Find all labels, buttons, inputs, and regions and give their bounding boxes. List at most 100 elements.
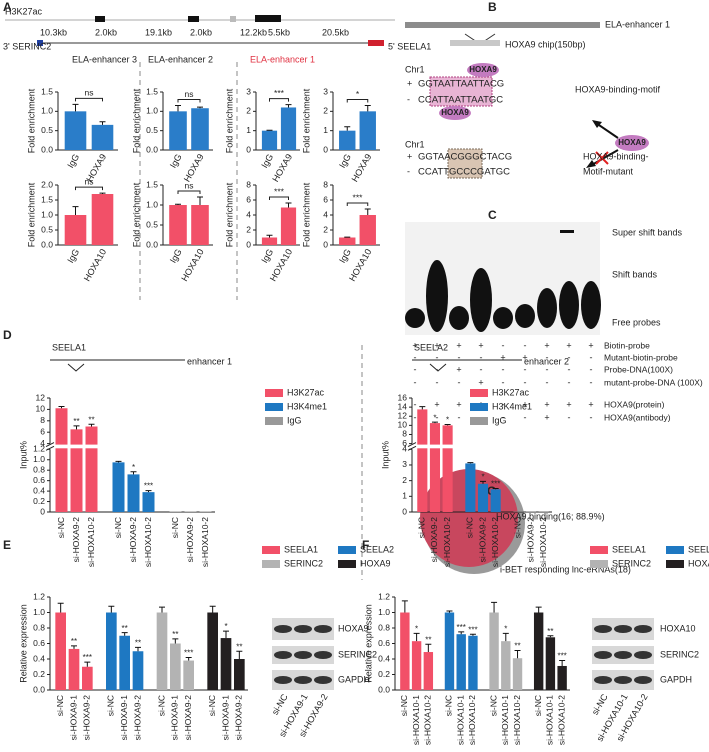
error-bar [159, 606, 165, 613]
significance: *** [468, 625, 477, 634]
error-bar [446, 610, 453, 613]
y-tick-label: 0.5 [146, 125, 158, 135]
region-title: SEELA1 [52, 342, 86, 352]
x-tick-label: si-HOXA9-2 [185, 517, 195, 563]
bar [184, 511, 197, 512]
y-tick-label: 16 [398, 392, 408, 402]
band [405, 308, 425, 328]
sign: - [590, 352, 593, 362]
significance: ** [73, 417, 79, 426]
bar [64, 215, 87, 245]
bar [417, 409, 428, 512]
bar [183, 660, 194, 690]
sign: + [566, 399, 571, 409]
significance: ns [185, 89, 194, 99]
blot-band [634, 651, 652, 659]
significance: ns [185, 180, 194, 190]
y-tick-label: 0.5 [146, 219, 158, 229]
x-tick-label: si-HOXA10-2 [512, 695, 522, 745]
panel-letter: E [3, 538, 11, 552]
legend-swatch [470, 389, 488, 397]
y-tick-label: 1.5 [41, 86, 53, 96]
bar [82, 666, 93, 690]
sign: - [524, 412, 527, 422]
layout [5, 15, 649, 580]
y-tick-label: 0.6 [378, 638, 390, 648]
bracket [177, 99, 201, 103]
blot-band [314, 676, 332, 684]
error-bar [413, 632, 420, 642]
bar [191, 108, 209, 150]
sign: - [546, 352, 549, 362]
error-bar [425, 643, 432, 653]
y-tick-label: 1.0 [33, 454, 45, 464]
significance: ** [172, 630, 178, 639]
significance: * [446, 416, 449, 425]
label: Chr1 [405, 64, 425, 74]
x-tick-label: si-HOXA10-2 [423, 695, 433, 745]
panel-letter: B [488, 0, 497, 14]
y-tick-label: 4 [40, 438, 45, 448]
legend-label: HOXA10 [688, 558, 709, 568]
legend-swatch [265, 389, 283, 397]
protein-label: HOXA9 [441, 108, 469, 117]
legend-swatch [262, 560, 280, 568]
error-bar [145, 490, 152, 493]
bar [359, 111, 376, 150]
bar [169, 205, 187, 245]
sign: - [524, 377, 527, 387]
x-tick-label: IgG [259, 152, 275, 170]
legend-label: SERINC2 [612, 558, 651, 568]
y-tick-label: 1.0 [41, 106, 53, 116]
error-bar [73, 425, 80, 430]
bar [169, 511, 182, 512]
y-tick-label: 3 [402, 459, 407, 469]
band [426, 260, 448, 332]
x-tick-label: IgG [168, 152, 184, 170]
y-tick-label: 1.5 [41, 194, 53, 204]
y-tick-label: 0.8 [378, 622, 390, 632]
y-tick-label: 1 [323, 125, 328, 135]
x-tick-label: si-NC [399, 695, 409, 716]
bracket [269, 196, 289, 200]
x-tick-label: si-HOXA9-1 [220, 695, 230, 741]
legend-swatch [470, 417, 488, 425]
legend-label: SEELA2 [360, 544, 394, 554]
bar [411, 641, 422, 690]
significance: *** [83, 653, 92, 662]
y-tick-label: 0.2 [33, 496, 45, 506]
error-bar [99, 121, 106, 125]
y-axis-label: Fold enrichment [131, 182, 141, 247]
axis-break [46, 444, 215, 449]
bar [64, 111, 87, 150]
bar [127, 474, 140, 512]
sign: - [546, 364, 549, 374]
legend-swatch [265, 403, 283, 411]
x-tick-label: si-NC [417, 517, 427, 538]
y-tick-label: 14 [398, 401, 408, 411]
significance: ** [514, 642, 520, 651]
y-tick-label: 0.0 [41, 144, 53, 154]
sequence: GGTAACGGGCTACG [418, 152, 512, 163]
protein [467, 63, 499, 77]
y-tick-label: 1.0 [146, 106, 158, 116]
y-tick-label: 1.0 [33, 607, 45, 617]
error-bar [458, 631, 465, 635]
y-tick-label: 2 [246, 224, 251, 234]
distance: 12.2kb [240, 27, 267, 37]
x-tick-label: IgG [259, 247, 275, 265]
sign: + [522, 399, 527, 409]
band-label: Super shift bands [612, 227, 683, 237]
bar [280, 107, 297, 150]
y-tick-label: 1 [246, 125, 251, 135]
significance: ns [85, 88, 94, 98]
y-tick-label: 0.8 [33, 622, 45, 632]
sequence: CCATTGCCCGATGC [418, 167, 510, 178]
legend-label: H3K27ac [287, 387, 325, 397]
y-tick-label: 0.0 [41, 239, 53, 249]
bar [70, 429, 83, 512]
y-tick-label: 6 [40, 426, 45, 436]
region-zoom [67, 363, 85, 372]
significance: *** [144, 482, 153, 491]
